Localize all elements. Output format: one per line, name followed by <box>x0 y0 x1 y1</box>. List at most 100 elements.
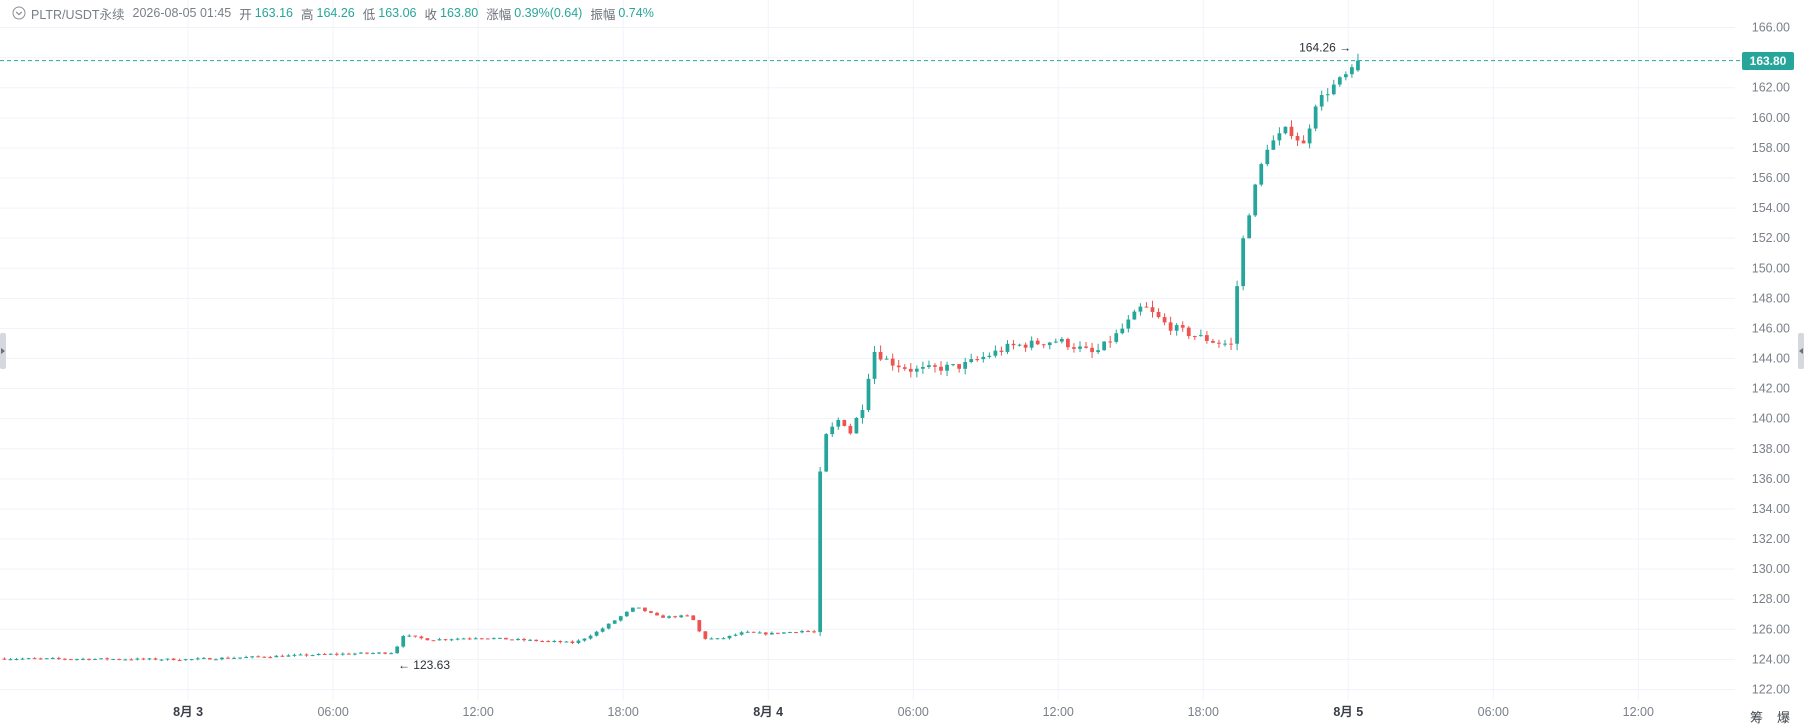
candle-body <box>643 607 647 612</box>
time-axis[interactable]: 8月 3 06:00 12:00 18:00 8月 4 06:00 12:00 18:00 8月… <box>173 705 1654 719</box>
candle-body <box>1343 74 1348 78</box>
candle-body <box>1023 344 1028 348</box>
candle-body <box>1301 140 1306 144</box>
candle-body <box>135 658 140 660</box>
candle-body <box>522 638 526 641</box>
left-panel-handle[interactable] <box>0 333 6 369</box>
candle-body <box>975 359 980 361</box>
candle-body <box>26 658 31 660</box>
candle-body <box>50 658 55 660</box>
candle-body <box>552 641 557 643</box>
high-label: 高 <box>300 7 314 22</box>
candle-body <box>630 607 635 612</box>
candle-body <box>244 657 248 659</box>
time-tick-label: 8月 4 <box>753 705 783 719</box>
candle-body <box>812 631 816 633</box>
candle-body <box>491 638 496 640</box>
candle-body <box>558 641 563 643</box>
candle-body <box>600 628 605 632</box>
symbol-name: PLTR/USDT永续 <box>31 7 125 22</box>
arrow-left-icon <box>1799 348 1803 354</box>
candle-body <box>62 658 67 660</box>
liquidation-map-button[interactable]: 爆 <box>1776 710 1790 725</box>
candle-body <box>280 655 285 657</box>
candle-body <box>165 658 170 660</box>
candle-body <box>1337 77 1342 85</box>
candle-body <box>769 632 774 635</box>
candle-body <box>1047 342 1052 346</box>
candle-body <box>189 659 194 661</box>
candle-body <box>733 634 738 636</box>
candle-body <box>516 638 520 640</box>
candle-body <box>1205 335 1209 341</box>
candle-body <box>322 653 327 655</box>
candle-body <box>1174 325 1179 331</box>
candle-body <box>1144 306 1149 308</box>
candle-body <box>763 632 768 635</box>
candle-body <box>673 616 678 618</box>
candle-body <box>800 631 804 633</box>
candle-body <box>969 359 974 362</box>
price-tick-label: 154.00 <box>1752 201 1790 215</box>
candle-body <box>353 653 357 655</box>
price-tick-label: 122.00 <box>1752 682 1790 696</box>
candle-body <box>1319 95 1324 107</box>
time-tick-label: 18:00 <box>608 705 639 719</box>
open-value: 163.16 <box>254 6 293 20</box>
candle-body <box>226 657 230 659</box>
candle-body <box>782 632 786 634</box>
candle-body <box>467 638 472 640</box>
candle-body <box>159 659 164 661</box>
candle-body <box>727 635 732 639</box>
candle-body <box>721 638 726 640</box>
candle-body <box>1053 341 1058 343</box>
candle-body <box>1186 327 1191 337</box>
chips-distribution-button[interactable]: 筹 <box>1749 710 1763 725</box>
candle-body <box>775 632 780 634</box>
high-price-annotation: 164.26 → <box>1299 41 1351 55</box>
candle-body <box>340 653 345 655</box>
candle-body <box>473 638 478 640</box>
candle-body <box>878 352 883 360</box>
candle-body <box>177 660 182 662</box>
candle-body <box>1217 342 1221 344</box>
candle-body <box>757 632 762 634</box>
candle-body <box>715 638 720 640</box>
candle-body <box>1211 340 1215 343</box>
candle-body <box>582 638 587 641</box>
candle-body <box>461 638 466 640</box>
candle-body <box>564 641 569 643</box>
candle-body <box>1029 340 1034 348</box>
candle-body <box>540 641 545 643</box>
candle-body <box>1132 311 1137 320</box>
candle-body <box>896 365 901 368</box>
low-value: 163.06 <box>378 6 417 20</box>
candle-body <box>745 631 750 633</box>
candle-body <box>1198 335 1203 337</box>
candle-body <box>794 632 798 634</box>
candle-body <box>1313 106 1318 129</box>
candle-body <box>123 659 128 661</box>
price-tick-label: 132.00 <box>1752 532 1790 546</box>
candle-body <box>207 658 212 660</box>
candle-body <box>709 638 714 640</box>
price-tick-label: 128.00 <box>1752 592 1790 606</box>
open-label: 开 <box>239 7 252 22</box>
candle-body <box>147 658 152 660</box>
right-panel-handle[interactable] <box>1798 333 1804 369</box>
candle-body <box>649 611 653 613</box>
price-tick-label: 160.00 <box>1752 111 1790 125</box>
low-price-annotation: ← 123.63 <box>398 658 450 672</box>
time-tick-label: 8月 3 <box>173 705 203 719</box>
candle-body <box>691 615 696 621</box>
candle-body <box>1096 350 1100 353</box>
candle-body <box>32 658 37 660</box>
collapse-chevron-icon[interactable] <box>12 6 26 20</box>
candle-body <box>377 652 381 654</box>
candle-body <box>618 616 623 621</box>
price-axis[interactable]: 122.00 124.00 126.00 128.00 130.00 132.00 134.… <box>1752 21 1790 697</box>
candle-body <box>667 616 671 618</box>
candle-body <box>129 659 134 661</box>
candle-series <box>2 53 1360 662</box>
